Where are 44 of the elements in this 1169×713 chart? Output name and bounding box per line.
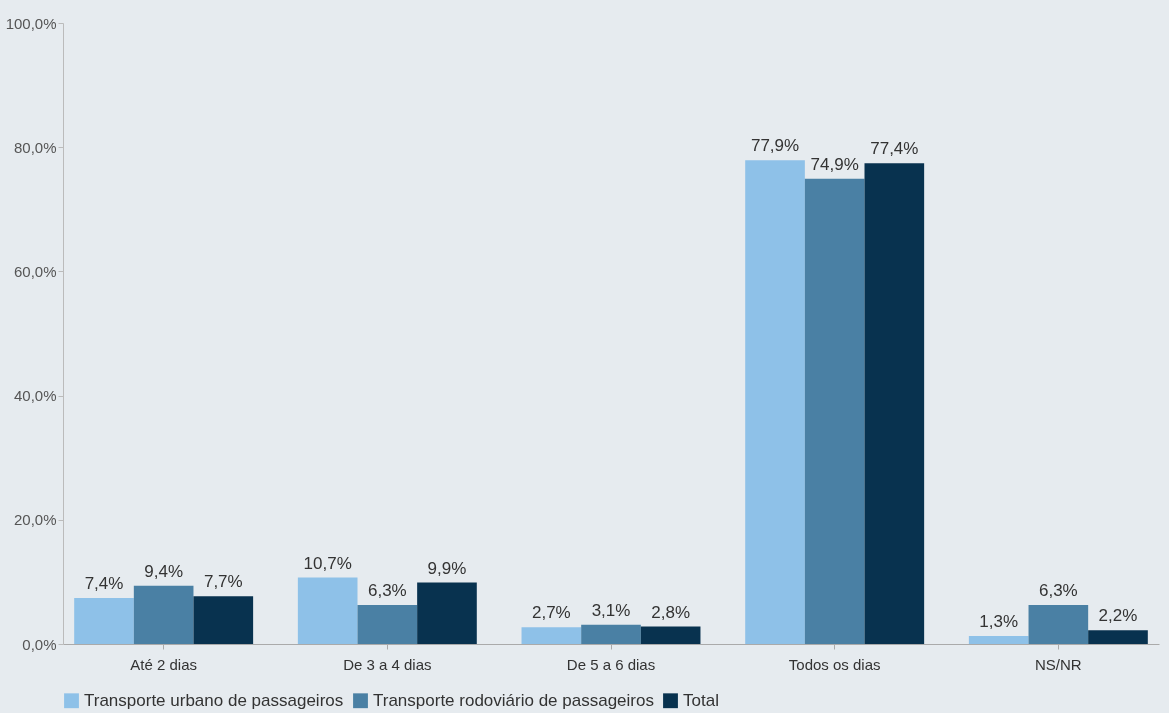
bar: [357, 604, 418, 644]
bar: [640, 626, 701, 644]
data-label: 77,9%: [750, 136, 800, 156]
bar: [1088, 630, 1148, 644]
y-tick-label: 40,0%: [13, 387, 57, 405]
bar: [417, 582, 477, 644]
legend-label: Transporte rodoviário de passageiros: [373, 690, 654, 710]
bar: [193, 596, 254, 644]
data-label: 77,4%: [870, 139, 919, 159]
data-label: 2,2%: [1098, 606, 1138, 626]
x-tick-label: De 5 a 6 dias: [566, 655, 656, 673]
data-label: 6,3%: [367, 580, 407, 600]
data-label: 6,3%: [1038, 580, 1078, 600]
y-tick-label: 60,0%: [13, 262, 57, 280]
bar: [864, 163, 925, 644]
bar: [581, 624, 641, 644]
x-tick-label: Até 2 dias: [130, 655, 198, 673]
bar: [521, 627, 582, 644]
data-label: 10,7%: [303, 553, 352, 573]
x-tick-label: De 3 a 4 dias: [343, 655, 432, 673]
bar: [804, 178, 865, 644]
data-label: 7,4%: [84, 574, 124, 594]
legend-label: Transporte urbano de passageiros: [84, 690, 344, 710]
bar: [74, 598, 134, 644]
bar: [297, 577, 358, 644]
data-label: 7,7%: [203, 572, 243, 592]
y-tick-label: 20,0%: [13, 511, 57, 529]
data-label: 3,1%: [591, 600, 631, 620]
bar: [968, 635, 1029, 644]
data-label: 2,8%: [651, 602, 691, 622]
bar: [745, 160, 805, 644]
data-label: 9,4%: [144, 561, 184, 581]
y-tick-label: 100,0%: [5, 14, 57, 32]
data-label: 74,9%: [810, 154, 859, 174]
x-tick-label: NS/NR: [1035, 655, 1082, 673]
legend-label: Total: [683, 690, 719, 710]
x-tick-label: Todos os dias: [788, 655, 881, 673]
data-label: 2,7%: [531, 603, 571, 623]
y-tick-label: 0,0%: [22, 635, 57, 653]
data-label: 1,3%: [979, 611, 1019, 631]
bar: [133, 585, 194, 644]
data-label: 9,9%: [427, 558, 467, 578]
y-tick-label: 80,0%: [13, 138, 57, 156]
bar: [1028, 604, 1089, 644]
